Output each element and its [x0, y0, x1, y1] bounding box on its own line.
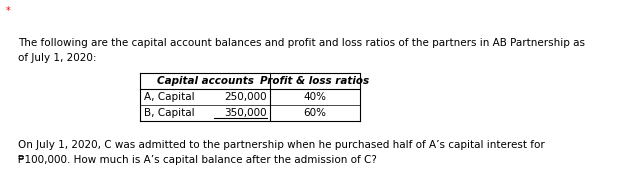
Text: Capital accounts: Capital accounts	[157, 76, 253, 86]
Text: The following are the capital account balances and profit and loss ratios of the: The following are the capital account ba…	[18, 38, 585, 63]
Text: *: *	[6, 6, 11, 16]
Text: Profit & loss ratios: Profit & loss ratios	[260, 76, 369, 86]
Text: 350,000: 350,000	[224, 108, 267, 118]
Text: On July 1, 2020, C was admitted to the partnership when he purchased half of A’s: On July 1, 2020, C was admitted to the p…	[18, 140, 545, 165]
Text: B, Capital: B, Capital	[144, 108, 194, 118]
Text: A, Capital: A, Capital	[144, 92, 194, 102]
Text: 60%: 60%	[303, 108, 327, 118]
Text: 40%: 40%	[303, 92, 327, 102]
Text: 250,000: 250,000	[224, 92, 267, 102]
